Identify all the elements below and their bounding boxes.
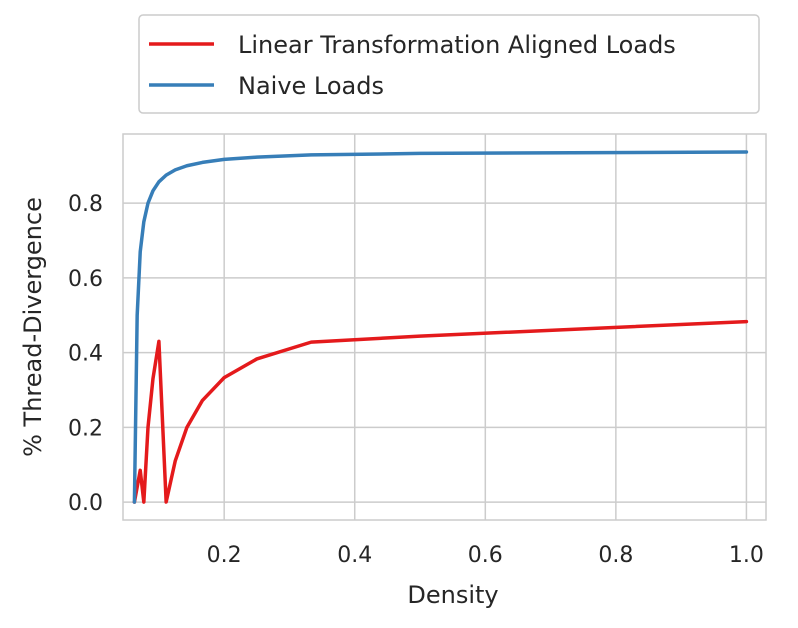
x-tick-label: 0.2 [207,543,242,568]
y-tick-label: 0.0 [68,491,103,516]
x-tick-label: 0.8 [598,543,633,568]
series-line-naive-loads [132,150,749,504]
y-tick-label: 0.8 [68,192,103,217]
x-axis-title: Density [407,581,498,609]
x-axis-ticks: 0.2 0.4 0.6 0.8 1.0 [207,543,764,568]
legend-label-naive-loads: Naive Loads [238,72,384,100]
y-tick-label: 0.2 [68,416,103,441]
legend-label-linear-transformation-aligned-loads: Linear Transformation Aligned Loads [238,31,676,59]
plot-area [122,133,767,521]
legend-frame [138,14,760,114]
y-tick-label: 0.4 [68,342,103,367]
grid-layer [123,134,766,520]
plot-frame [122,133,767,521]
y-axis-title: % Thread-Divergence [19,197,47,457]
y-tick-label: 0.6 [68,267,103,292]
legend: Linear Transformation Aligned Loads Naiv… [138,14,760,114]
x-tick-label: 0.6 [468,543,503,568]
x-tick-label: 0.4 [337,543,372,568]
x-tick-label: 1.0 [729,543,764,568]
y-axis-ticks: 0.0 0.2 0.4 0.6 0.8 [68,192,103,516]
series-layer [132,150,749,504]
series-line-linear-transformation-aligned-loads [132,319,749,504]
